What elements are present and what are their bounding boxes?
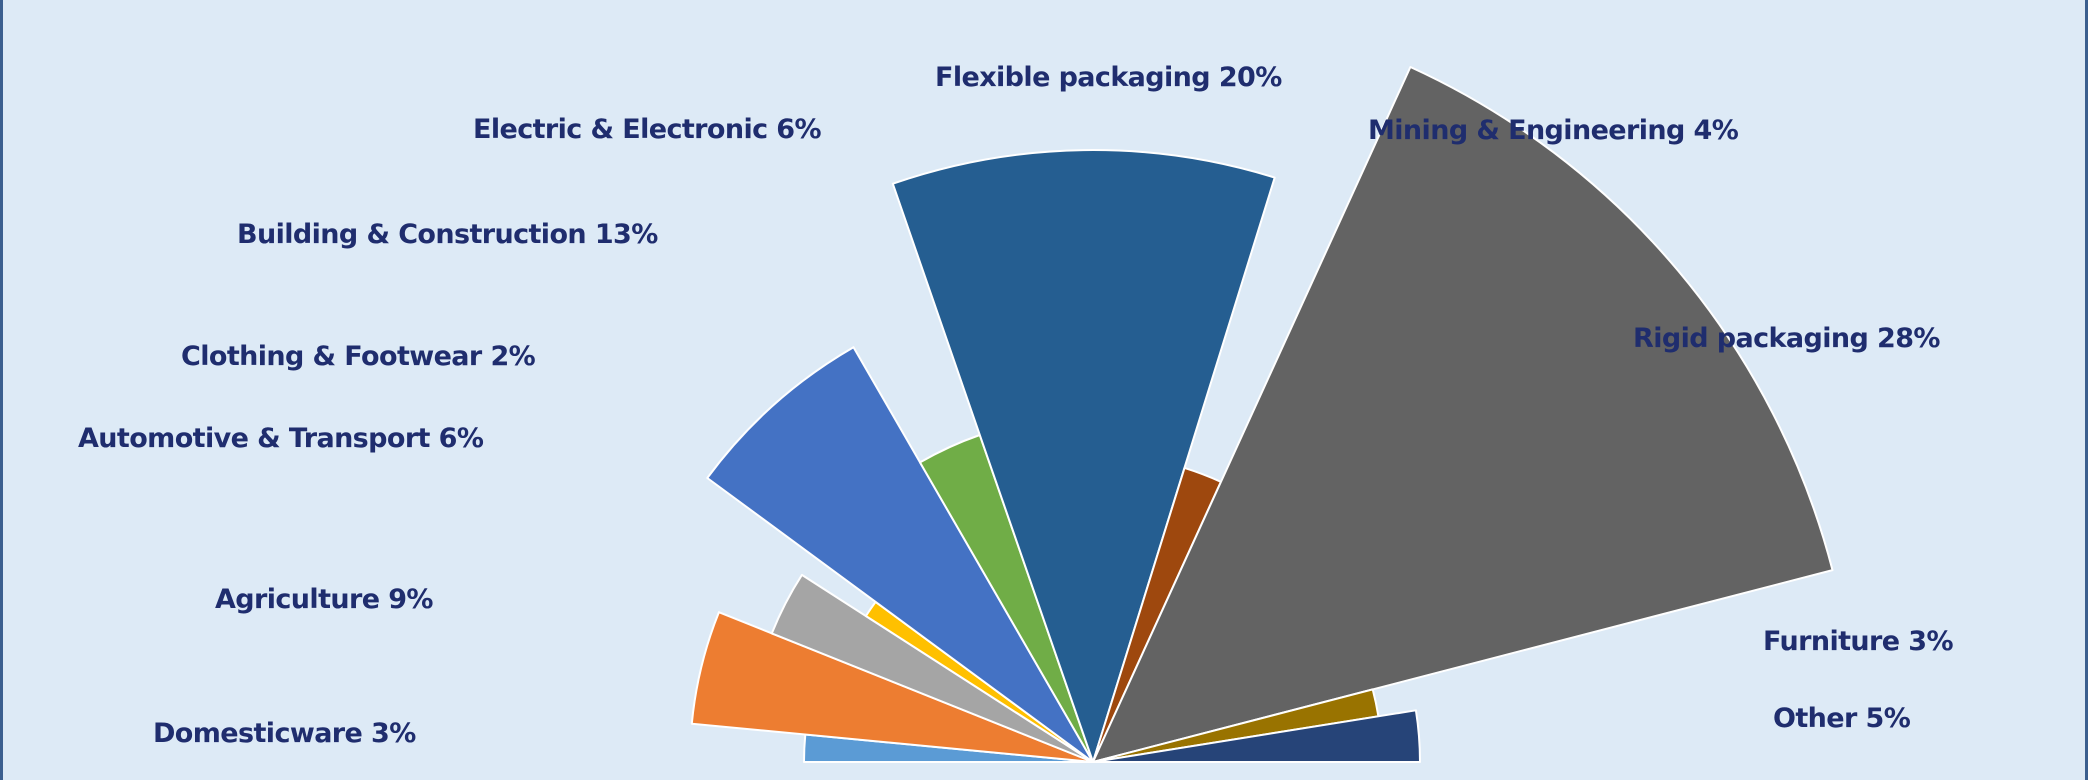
pie-slice-1: [690, 611, 1094, 763]
pie-slice-4: [706, 346, 1094, 763]
slice-label-5: Electric & Electronic 6%: [473, 114, 821, 145]
slice-label-8: Rigid packaging 28%: [1633, 323, 1940, 354]
pie-slice-10: [1092, 709, 1422, 763]
semicircle-pie-chart: Domesticware 3% Agriculture 9% Automotive …: [78, 62, 1954, 763]
slice-label-1: Agriculture 9%: [215, 584, 433, 615]
slice-label-2: Automotive & Transport 6%: [78, 423, 484, 454]
slice-label-4: Building & Construction 13%: [237, 219, 658, 250]
slice-label-3: Clothing & Footwear 2%: [181, 341, 536, 372]
slice-label-6: Flexible packaging 20%: [935, 62, 1282, 93]
pie-slice-6: [891, 149, 1276, 763]
slice-label-10: Other 5%: [1773, 703, 1911, 734]
pie-slice-2: [770, 573, 1094, 763]
slice-label-0: Domesticware 3%: [153, 718, 416, 749]
pie-slice-8: [1092, 66, 1834, 763]
slice-label-9: Furniture 3%: [1763, 626, 1953, 657]
slice-label-7: Mining & Engineering 4%: [1368, 115, 1739, 146]
